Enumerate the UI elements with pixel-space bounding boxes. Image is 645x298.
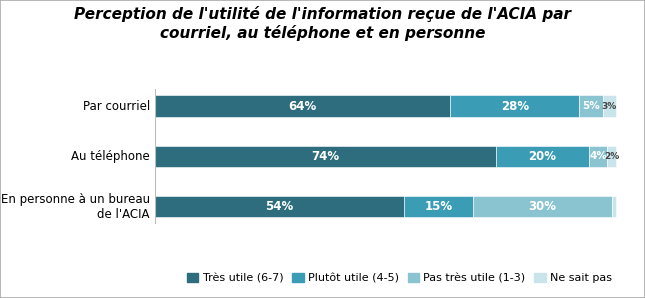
Text: Perception de l'utilité de l'information reçue de l'ACIA par
courriel, au téléph: Perception de l'utilité de l'information…	[74, 6, 571, 41]
Bar	[579, 95, 602, 117]
Bar	[589, 146, 607, 167]
Legend: Très utile (6-7), Plutôt utile (4-5), Pas très utile (1-3), Ne sait pas: Très utile (6-7), Plutôt utile (4-5), Pa…	[183, 269, 617, 288]
Text: 5%: 5%	[582, 101, 600, 111]
Text: 4%: 4%	[589, 151, 607, 162]
Text: 30%: 30%	[528, 200, 557, 213]
Bar	[473, 196, 612, 218]
Text: 28%: 28%	[501, 100, 529, 113]
Text: 54%: 54%	[265, 200, 293, 213]
Text: 2%: 2%	[604, 152, 619, 161]
Text: 15%: 15%	[424, 200, 453, 213]
Bar	[450, 95, 579, 117]
Bar	[602, 95, 617, 117]
Bar	[404, 196, 473, 218]
Bar	[155, 146, 497, 167]
Bar	[612, 196, 617, 218]
Text: 64%: 64%	[288, 100, 317, 113]
Text: 20%: 20%	[528, 150, 557, 163]
Bar	[497, 146, 589, 167]
Bar	[155, 196, 404, 218]
Bar	[155, 95, 450, 117]
Text: 74%: 74%	[312, 150, 340, 163]
Bar	[607, 146, 617, 167]
Text: 3%: 3%	[602, 102, 617, 111]
